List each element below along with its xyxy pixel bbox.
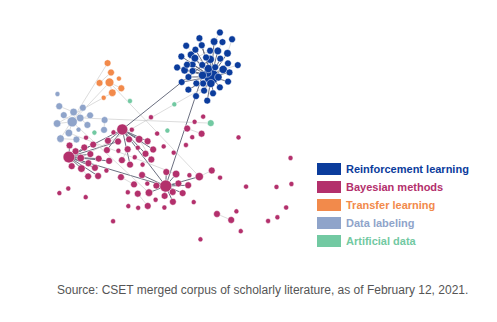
svg-text:Source: CSET merged corpus of: Source: CSET merged corpus of scholarly … [57,283,468,297]
svg-text:Data labeling: Data labeling [346,217,414,229]
svg-text:Artificial data: Artificial data [346,235,417,247]
svg-text:Bayesian methods: Bayesian methods [346,181,443,193]
svg-text:Reinforcement learning: Reinforcement learning [346,163,469,175]
svg-text:Transfer learning: Transfer learning [346,199,435,211]
